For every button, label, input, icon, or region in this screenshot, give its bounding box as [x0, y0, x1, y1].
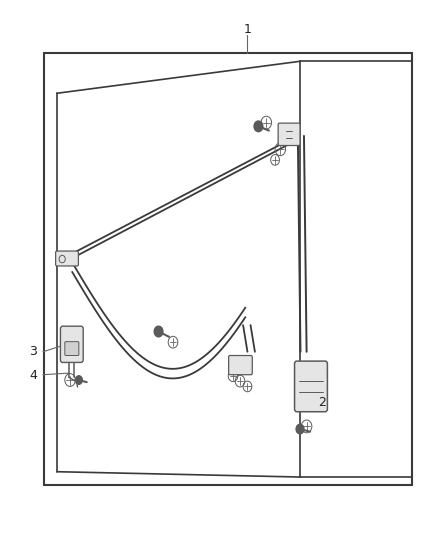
FancyBboxPatch shape	[56, 251, 78, 266]
Text: 1: 1	[244, 23, 251, 36]
Text: 3: 3	[29, 345, 37, 358]
FancyBboxPatch shape	[229, 356, 252, 375]
FancyBboxPatch shape	[278, 123, 300, 146]
FancyBboxPatch shape	[65, 342, 79, 356]
Circle shape	[154, 326, 163, 337]
Text: 4: 4	[29, 369, 37, 382]
FancyBboxPatch shape	[294, 361, 327, 411]
FancyBboxPatch shape	[60, 326, 83, 362]
Circle shape	[254, 121, 263, 132]
Text: 2: 2	[318, 396, 326, 409]
Circle shape	[296, 424, 304, 434]
Circle shape	[75, 376, 82, 384]
